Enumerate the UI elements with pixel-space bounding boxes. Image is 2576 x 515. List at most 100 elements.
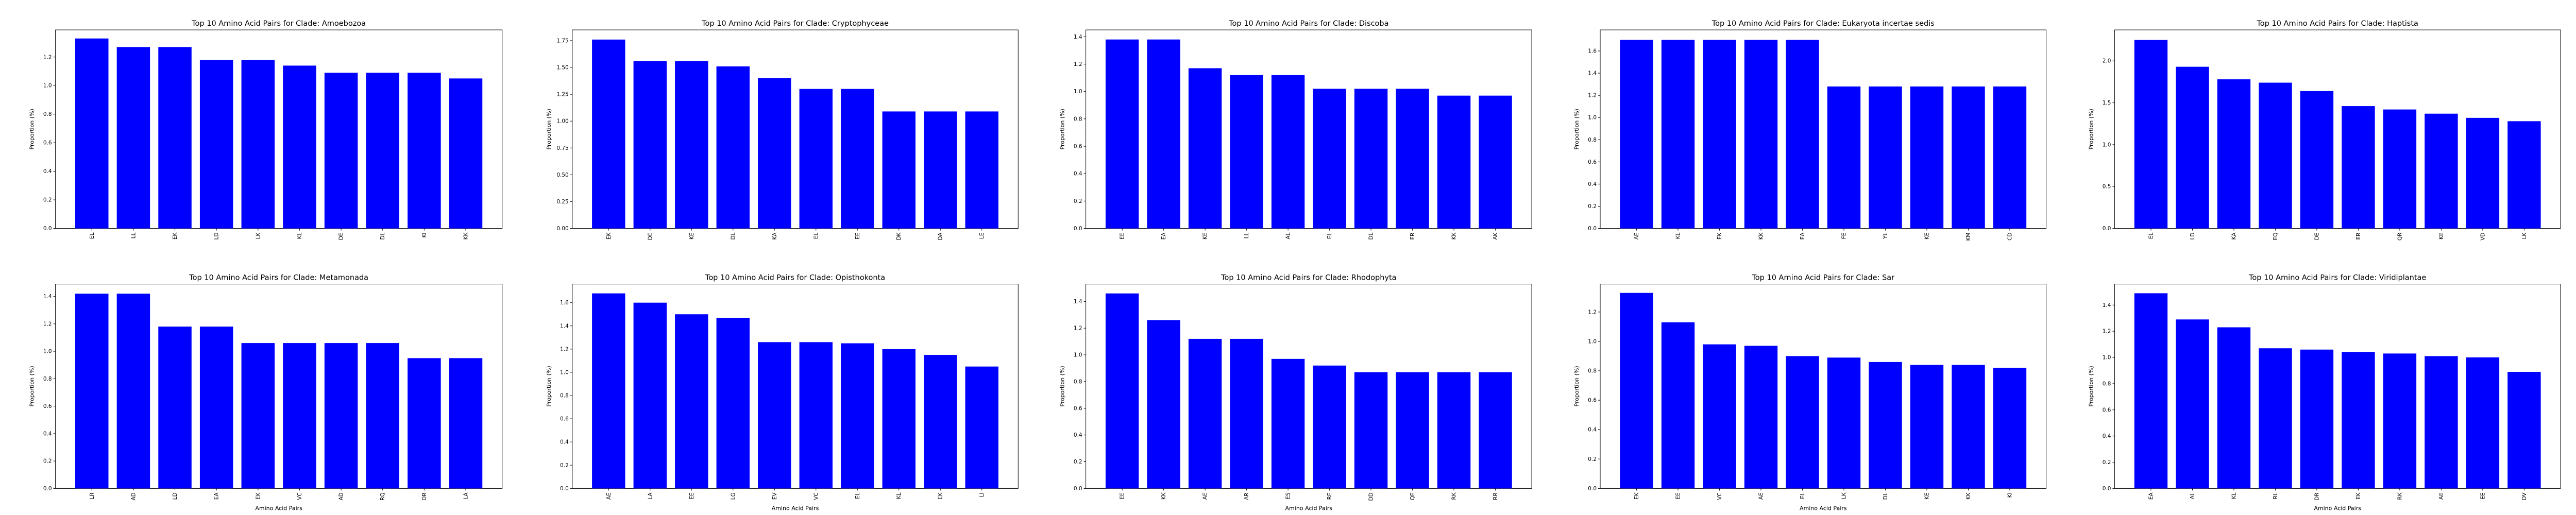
- bar: [1271, 358, 1305, 489]
- x-tick-label: LD: [2190, 233, 2196, 240]
- bar: [1147, 320, 1180, 489]
- x-tick-label: EE: [2480, 492, 2486, 499]
- y-tick-label: 1.0: [1074, 89, 1082, 95]
- y-tick-label: 0.5: [2103, 184, 2111, 190]
- bar: [1230, 338, 1263, 489]
- bar: [1620, 40, 1653, 229]
- x-axis-label: Amino Acid Pairs: [2314, 505, 2361, 511]
- x-tick-label: KK: [463, 232, 469, 239]
- bar: [2300, 91, 2334, 229]
- bar: [1354, 89, 1388, 229]
- x-tick-label: DR: [421, 492, 428, 500]
- y-tick-label: 1.2: [1588, 93, 1597, 99]
- x-tick-label: ER: [1410, 233, 1416, 240]
- y-tick-label: 1.4: [43, 294, 52, 300]
- bar: [241, 60, 275, 229]
- chart-title: Top 10 Amino Acid Pairs for Clade: Crypt…: [701, 20, 889, 28]
- bar: [1105, 39, 1139, 229]
- y-tick-label: 1.2: [560, 346, 569, 352]
- bar: [2217, 79, 2251, 229]
- bar: [758, 342, 791, 489]
- x-tick-label: RQ: [380, 492, 386, 501]
- y-tick-label: 1.4: [560, 323, 569, 329]
- bar: [592, 293, 625, 489]
- y-tick-label: 0.8: [43, 376, 52, 382]
- bar: [449, 358, 483, 489]
- y-tick-label: 0.8: [2103, 381, 2111, 387]
- x-tick-label: KL: [297, 232, 303, 239]
- axes-frame: [1086, 284, 1532, 489]
- bar: [366, 343, 399, 489]
- x-tick-label: KK: [1965, 492, 1972, 500]
- bar: [1869, 86, 1902, 229]
- bar: [758, 78, 791, 229]
- y-tick-label: 1.2: [1588, 309, 1597, 315]
- bar: [2300, 349, 2334, 489]
- x-tick-label: EV: [772, 492, 778, 500]
- y-axis-label: Proportion (%): [29, 109, 36, 149]
- x-tick-label: KA: [2231, 232, 2237, 240]
- x-tick-label: LG: [730, 492, 736, 500]
- x-tick-label: EQ: [2273, 233, 2279, 241]
- y-tick-label: 0.6: [1588, 159, 1597, 165]
- x-tick-label: AL: [2190, 492, 2196, 499]
- chart-title: Top 10 Amino Acid Pairs for Clade: Eukar…: [1711, 20, 1935, 28]
- x-tick-label: KE: [2438, 233, 2445, 240]
- axes-frame: [1600, 284, 2047, 489]
- x-tick-label: DA: [938, 232, 944, 241]
- x-tick-label: EA: [1161, 232, 1167, 240]
- y-axis-label: Proportion (%): [29, 366, 36, 406]
- chart-panel: Top 10 Amino Acid Pairs for Clade: Opist…: [546, 274, 1019, 511]
- x-tick-label: KI: [421, 233, 428, 238]
- y-tick-label: 1.0: [2103, 355, 2111, 361]
- x-tick-label: EA: [2148, 492, 2154, 500]
- y-tick-label: 1.5: [2103, 100, 2111, 106]
- y-tick-label: 0.0: [2103, 226, 2111, 232]
- bar: [2134, 40, 2168, 229]
- y-tick-label: 1.2: [1074, 61, 1082, 67]
- y-tick-label: 0.2: [43, 197, 52, 203]
- y-tick-label: 0.8: [1588, 137, 1597, 143]
- x-tick-label: LD: [172, 492, 178, 500]
- y-tick-label: 1.50: [556, 64, 568, 71]
- y-tick-label: 0.0: [1588, 226, 1597, 232]
- x-tick-label: RR: [1493, 492, 1499, 500]
- bar: [366, 73, 399, 229]
- bar: [1744, 346, 1778, 489]
- bar: [199, 327, 233, 489]
- x-tick-label: LL: [1244, 232, 1250, 238]
- bar: [1479, 95, 1512, 229]
- bar: [2383, 109, 2417, 229]
- x-tick-label: LK: [1841, 492, 1848, 499]
- y-tick-label: 2.0: [2103, 58, 2111, 64]
- x-tick-label: DE: [2314, 233, 2320, 241]
- x-tick-label: LD: [214, 233, 220, 240]
- y-tick-label: 0.4: [1588, 181, 1597, 187]
- x-tick-label: EK: [1717, 232, 1723, 239]
- x-tick-label: VD: [2480, 233, 2486, 241]
- x-tick-label: ES: [1285, 492, 1292, 500]
- x-axis-label: Amino Acid Pairs: [255, 505, 302, 511]
- x-tick-label: KE: [1924, 492, 1930, 500]
- x-tick-label: AE: [1202, 492, 1209, 500]
- bar: [1396, 372, 1429, 489]
- y-tick-label: 0.6: [560, 416, 569, 422]
- bar: [2176, 319, 2209, 489]
- y-axis-label: Proportion (%): [2088, 109, 2094, 149]
- y-tick-label: 0.8: [1588, 368, 1597, 374]
- bar: [2383, 353, 2417, 489]
- bar: [1661, 40, 1695, 229]
- y-tick-label: 1.2: [2103, 329, 2111, 335]
- chart-panel: Top 10 Amino Acid Pairs for Clade: Crypt…: [546, 20, 1019, 241]
- x-tick-label: AE: [1634, 233, 1640, 240]
- x-tick-label: YL: [1883, 232, 1889, 239]
- axes-frame: [55, 284, 503, 489]
- x-tick-label: EL: [1800, 492, 1806, 499]
- x-tick-label: LA: [463, 492, 469, 500]
- y-tick-label: 1.0: [1588, 115, 1597, 121]
- bar: [324, 343, 358, 489]
- bar: [799, 89, 833, 229]
- y-axis-label: Proportion (%): [1573, 109, 1580, 149]
- bar: [1313, 89, 1346, 229]
- x-tick-label: ER: [2355, 233, 2362, 240]
